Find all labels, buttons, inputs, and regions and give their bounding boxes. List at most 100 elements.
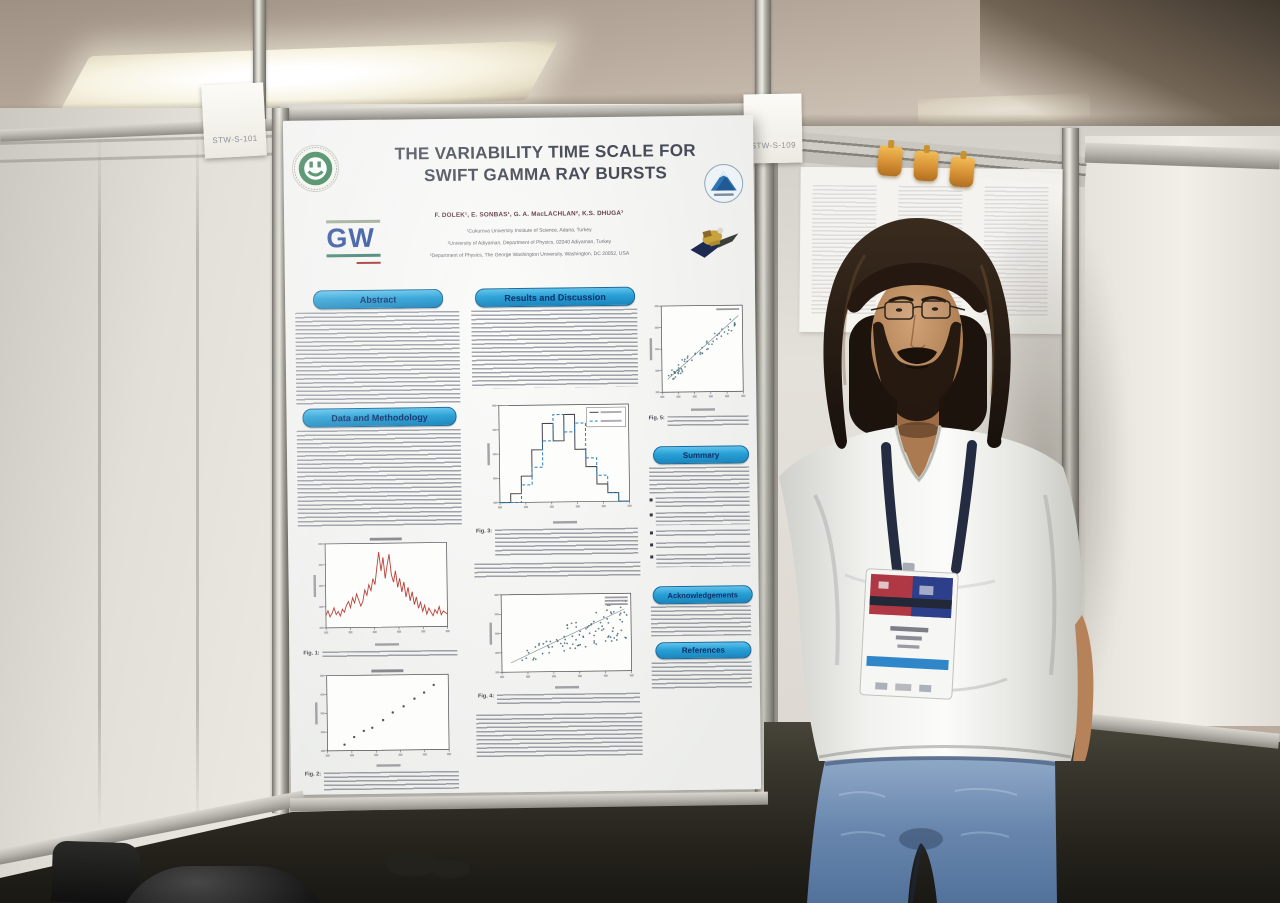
bullet-text bbox=[655, 511, 750, 526]
session-label-sticker-left: STW-S-101 bbox=[201, 82, 267, 159]
affiliation-3: ³Department of Physics, The George Washi… bbox=[429, 250, 630, 260]
references-header: References bbox=[655, 641, 752, 660]
wall-panel-gap bbox=[774, 128, 778, 800]
figure-2-caption: Fig. 2: bbox=[304, 770, 460, 791]
caption-text bbox=[667, 415, 749, 428]
references-text bbox=[651, 661, 752, 690]
gw-logo-red-bar bbox=[356, 261, 381, 265]
adiyaman-university-logo bbox=[703, 163, 744, 204]
presenter-eye bbox=[895, 308, 903, 312]
figure-2-label: Fig. 2: bbox=[304, 771, 322, 778]
results-text-3 bbox=[476, 712, 643, 759]
figure-1-label: Fig. 1: bbox=[303, 650, 320, 657]
presenter-mouth bbox=[905, 365, 929, 369]
figure-3-caption: Fig. 3: bbox=[475, 527, 639, 558]
poster-title-line2: SWIFT GAMMA RAY BURSTS bbox=[423, 162, 668, 185]
yellow-hanger-clip bbox=[876, 145, 904, 177]
lanyard-strap-left bbox=[881, 442, 902, 574]
cukurova-university-logo bbox=[291, 144, 340, 193]
bullet-text bbox=[656, 541, 751, 550]
gw-logo-bar bbox=[326, 253, 381, 258]
caption-text bbox=[322, 649, 458, 660]
poster-authors: F. DOLEK¹, E. SONBAS¹, G. A. MacLACHLAN²… bbox=[434, 209, 624, 220]
presenter-arm bbox=[1073, 615, 1094, 761]
figure-1-caption: Fig. 1: bbox=[303, 649, 458, 660]
session-label-text: STW-S-109 bbox=[750, 140, 796, 151]
exhibit-wall-left bbox=[0, 108, 292, 903]
gw-university-logo: GW bbox=[326, 219, 387, 265]
panel-seam bbox=[98, 130, 101, 830]
presenter-eyebrow bbox=[921, 296, 947, 303]
data-methodology-text bbox=[296, 428, 462, 527]
summary-bullet bbox=[649, 496, 750, 508]
figure-4-label: Fig. 4: bbox=[477, 693, 495, 700]
dark-floor-object bbox=[50, 840, 142, 903]
results-text-1 bbox=[471, 308, 639, 389]
summary-bullets bbox=[649, 496, 751, 572]
abstract-header: Abstract bbox=[312, 288, 444, 310]
bullet-icon bbox=[649, 498, 653, 502]
bullet-text bbox=[655, 529, 751, 538]
scientific-poster: GW bbox=[282, 115, 762, 795]
summary-bullet bbox=[650, 541, 751, 550]
presenter-mustache bbox=[897, 347, 937, 364]
figure-3-label: Fig. 3: bbox=[475, 528, 493, 535]
presenter-glasses bbox=[870, 300, 966, 320]
caption-text bbox=[497, 692, 641, 707]
summary-intro-text bbox=[649, 466, 750, 494]
swift-satellite-image bbox=[686, 215, 743, 262]
yellow-hanger-clip bbox=[913, 150, 939, 182]
conference-badge bbox=[859, 562, 959, 700]
figure-3-variability-histogram bbox=[476, 391, 638, 526]
summary-header: Summary bbox=[652, 445, 750, 465]
frame-pole-center bbox=[755, 0, 771, 118]
poster-title-line1: THE VARIABILITY TIME SCALE FOR bbox=[394, 140, 696, 164]
caption-text bbox=[324, 770, 460, 791]
bullet-text bbox=[655, 496, 750, 508]
session-label-text: STW-S-101 bbox=[212, 133, 258, 146]
panel-seam bbox=[196, 126, 199, 832]
data-methodology-header: Data and Methodology bbox=[302, 406, 457, 428]
bullet-text bbox=[656, 553, 751, 568]
results-text-2 bbox=[474, 561, 641, 579]
affiliation-1: ¹Cukurova University Institute of Scienc… bbox=[466, 227, 592, 235]
acknowledgements-text bbox=[650, 605, 752, 637]
figure-4-mts-scatter bbox=[479, 583, 640, 691]
results-discussion-header: Results and Discussion bbox=[474, 286, 636, 308]
presenter-beard bbox=[873, 321, 961, 422]
presenter-eyebrow bbox=[888, 296, 914, 303]
summary-bullet bbox=[649, 529, 751, 538]
bullet-icon bbox=[649, 513, 653, 517]
summary-bullet bbox=[649, 511, 750, 526]
ceiling-shadow-right bbox=[980, 0, 1280, 150]
presenter-nose bbox=[910, 314, 926, 350]
summary-bullet bbox=[650, 553, 751, 568]
presenter-chest-skin bbox=[895, 425, 941, 485]
gw-logo-text: GW bbox=[326, 222, 376, 254]
shoe-shadow bbox=[386, 852, 438, 876]
bullet-icon bbox=[649, 531, 653, 535]
figure-5-caption: Fig. 5: bbox=[648, 415, 749, 428]
badge-name-line bbox=[890, 626, 929, 633]
presenter bbox=[745, 195, 1125, 903]
presenter-hair-fringe bbox=[847, 263, 987, 313]
exhibit-wall-right bbox=[1085, 136, 1280, 726]
presenter-eye bbox=[931, 307, 939, 311]
affiliation-2: ²University of Adiyaman, Department of P… bbox=[447, 238, 612, 247]
lanyard-strap-right bbox=[951, 440, 977, 574]
poster-title: THE VARIABILITY TIME SCALE FOR SWIFT GAM… bbox=[371, 140, 720, 188]
yellow-hanger-clip bbox=[948, 156, 976, 188]
figure-2-scatter-diagram bbox=[306, 664, 457, 769]
abstract-text bbox=[295, 310, 461, 405]
badge-blue-stripe bbox=[866, 655, 949, 671]
acknowledgements-header: Acknowledgements bbox=[652, 585, 753, 605]
figure-4-caption: Fig. 4: bbox=[477, 692, 641, 707]
figure-1-grb-lightcurve bbox=[304, 531, 455, 648]
caption-text bbox=[495, 527, 639, 558]
figure-5-correlation-scatter bbox=[647, 293, 748, 412]
shoe-shadow bbox=[432, 860, 470, 878]
frame-post-b bbox=[755, 104, 774, 816]
figure-5-label: Fig. 5: bbox=[648, 415, 665, 422]
bullet-icon bbox=[650, 555, 654, 559]
